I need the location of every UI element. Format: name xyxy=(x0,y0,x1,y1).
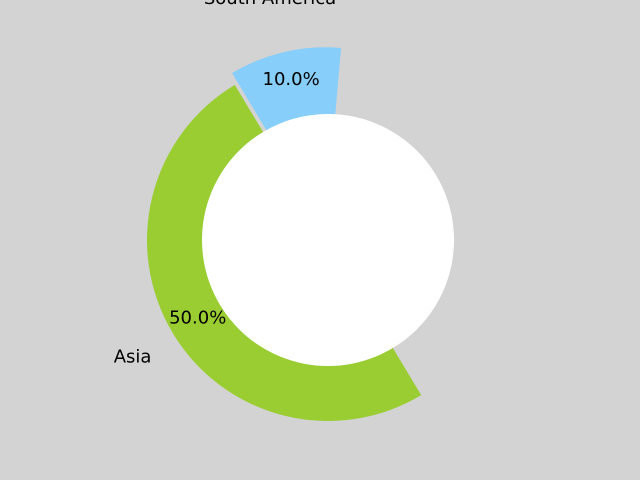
slice-label-south-america: South America xyxy=(204,0,336,9)
slice-percent-south-america: 10.0% xyxy=(263,69,320,90)
slice-label-asia: Asia xyxy=(114,346,152,367)
slice-percent-asia: 50.0% xyxy=(169,307,226,328)
donut-hole xyxy=(202,114,454,366)
labels-layer: South America 10.0% Asia 50.0% xyxy=(114,0,336,367)
